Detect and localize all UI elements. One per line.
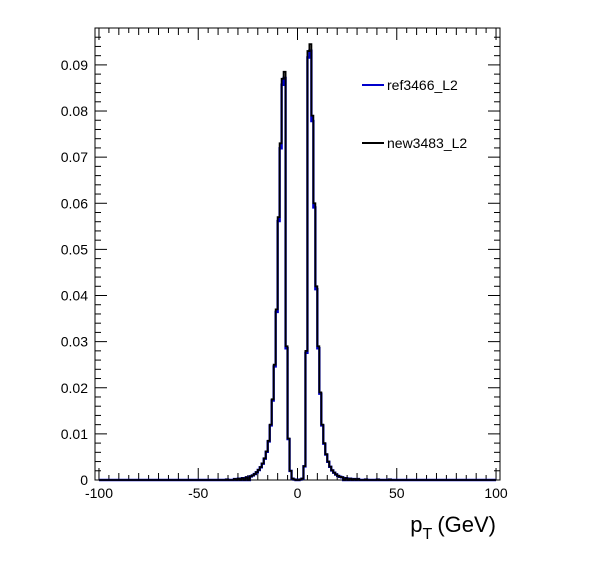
y-tick-label: 0.04: [61, 288, 88, 304]
plot-frame: [94, 27, 501, 481]
y-tick-label: 0.03: [61, 334, 88, 350]
x-tick-label: 100: [484, 485, 508, 501]
x-tick-label: 0: [294, 485, 302, 501]
y-tick-label: 0.05: [61, 241, 88, 257]
y-tick-label: 0: [80, 472, 88, 488]
x-tick-label: 50: [389, 485, 405, 501]
y-tick-label: 0.09: [61, 57, 88, 73]
x-axis-title-sub: T: [423, 526, 433, 543]
x-tick-label: -100: [85, 485, 113, 501]
x-axis-title-unit: (GeV): [437, 512, 496, 537]
series-line-new3483_L2: [98, 43, 497, 481]
x-tick-label: -50: [188, 485, 208, 501]
x-axis-title: pT (GeV): [410, 512, 496, 543]
y-tick-label: 0.08: [61, 103, 88, 119]
y-axis-ticks: 0 0.01 0.02 0.03 0.04 0.05 0.06 0.07 0.08 0.09: [61, 27, 500, 488]
legend-label-ref3466_L2: ref3466_L2: [387, 77, 458, 93]
y-tick-label: 0.06: [61, 195, 88, 211]
x-axis-title-main: p: [410, 512, 422, 537]
legend: ref3466_L2 new3483_L2: [362, 77, 467, 151]
y-tick-label: 0.02: [61, 380, 88, 396]
series-layer: [98, 43, 497, 482]
y-tick-label: 0.07: [61, 149, 88, 165]
y-tick-label: 0.01: [61, 426, 88, 442]
legend-label-new3483_L2: new3483_L2: [387, 135, 467, 151]
